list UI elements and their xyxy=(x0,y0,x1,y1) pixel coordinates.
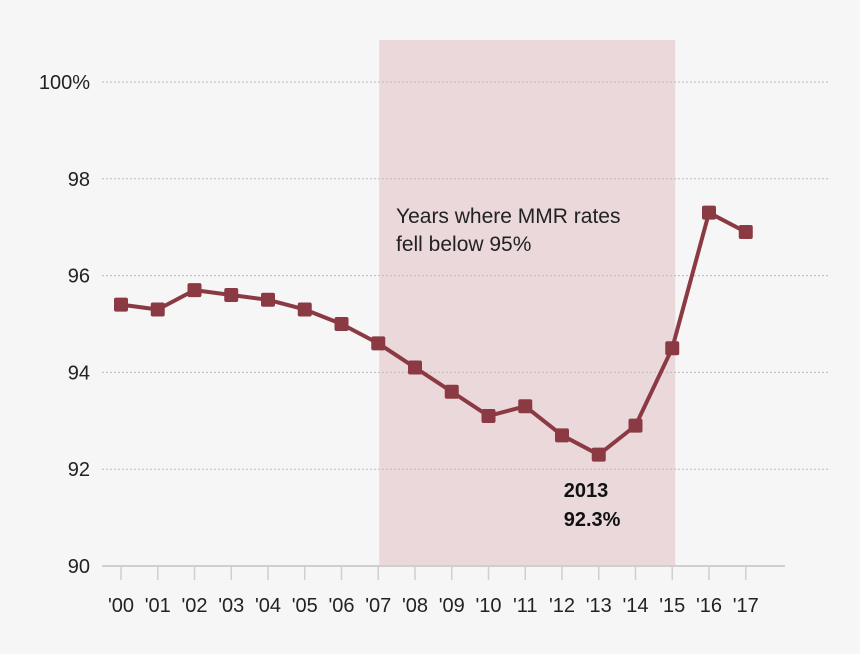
y-tick-label: 92 xyxy=(68,459,90,481)
callout-value: 92.3% xyxy=(564,509,621,531)
x-tick-label: '01 xyxy=(145,595,171,617)
data-point xyxy=(591,447,606,462)
x-tick-label: '08 xyxy=(402,595,428,617)
x-tick-label: '06 xyxy=(328,595,354,617)
data-point xyxy=(187,283,202,298)
data-point xyxy=(444,384,459,399)
x-tick-label: '09 xyxy=(439,595,465,617)
x-tick-label: '00 xyxy=(108,595,134,617)
x-tick-label: '05 xyxy=(292,595,318,617)
data-point xyxy=(408,360,422,375)
highlight-label-line1: Years where MMR rates xyxy=(396,205,620,228)
data-point xyxy=(114,297,128,312)
y-tick-label: 94 xyxy=(68,362,90,384)
data-point xyxy=(555,428,569,443)
data-point xyxy=(261,292,275,307)
data-point xyxy=(628,418,643,433)
y-tick-label: 90 xyxy=(68,556,90,578)
callout-year: 2013 xyxy=(564,480,609,502)
x-tick-label: '04 xyxy=(255,595,281,617)
x-tick-label: '16 xyxy=(696,595,722,617)
x-tick-label: '03 xyxy=(218,595,244,617)
x-tick-label: '10 xyxy=(475,595,501,617)
x-tick-label: '13 xyxy=(586,595,612,617)
data-point xyxy=(224,287,239,302)
data-point xyxy=(150,302,165,317)
x-tick-label: '12 xyxy=(549,595,575,617)
data-point xyxy=(371,336,386,351)
data-point xyxy=(334,317,349,331)
data-point xyxy=(702,205,716,220)
x-tick-label: '02 xyxy=(181,595,207,617)
x-tick-label: '11 xyxy=(513,595,538,617)
data-point xyxy=(518,399,533,414)
x-tick-label: '15 xyxy=(659,595,685,617)
highlight-band xyxy=(379,40,676,566)
highlight-label-line2: fell below 95% xyxy=(396,233,531,256)
data-point xyxy=(481,408,496,423)
y-tick-label: 98 xyxy=(68,169,90,191)
data-point xyxy=(297,302,312,317)
y-tick-label: 96 xyxy=(68,266,90,288)
x-tick-label: '07 xyxy=(365,595,391,617)
x-tick-label: '17 xyxy=(733,595,759,617)
data-point xyxy=(665,341,680,356)
x-tick-label: '14 xyxy=(622,595,648,617)
data-point xyxy=(738,225,753,240)
y-tick-label: 100% xyxy=(39,72,90,94)
